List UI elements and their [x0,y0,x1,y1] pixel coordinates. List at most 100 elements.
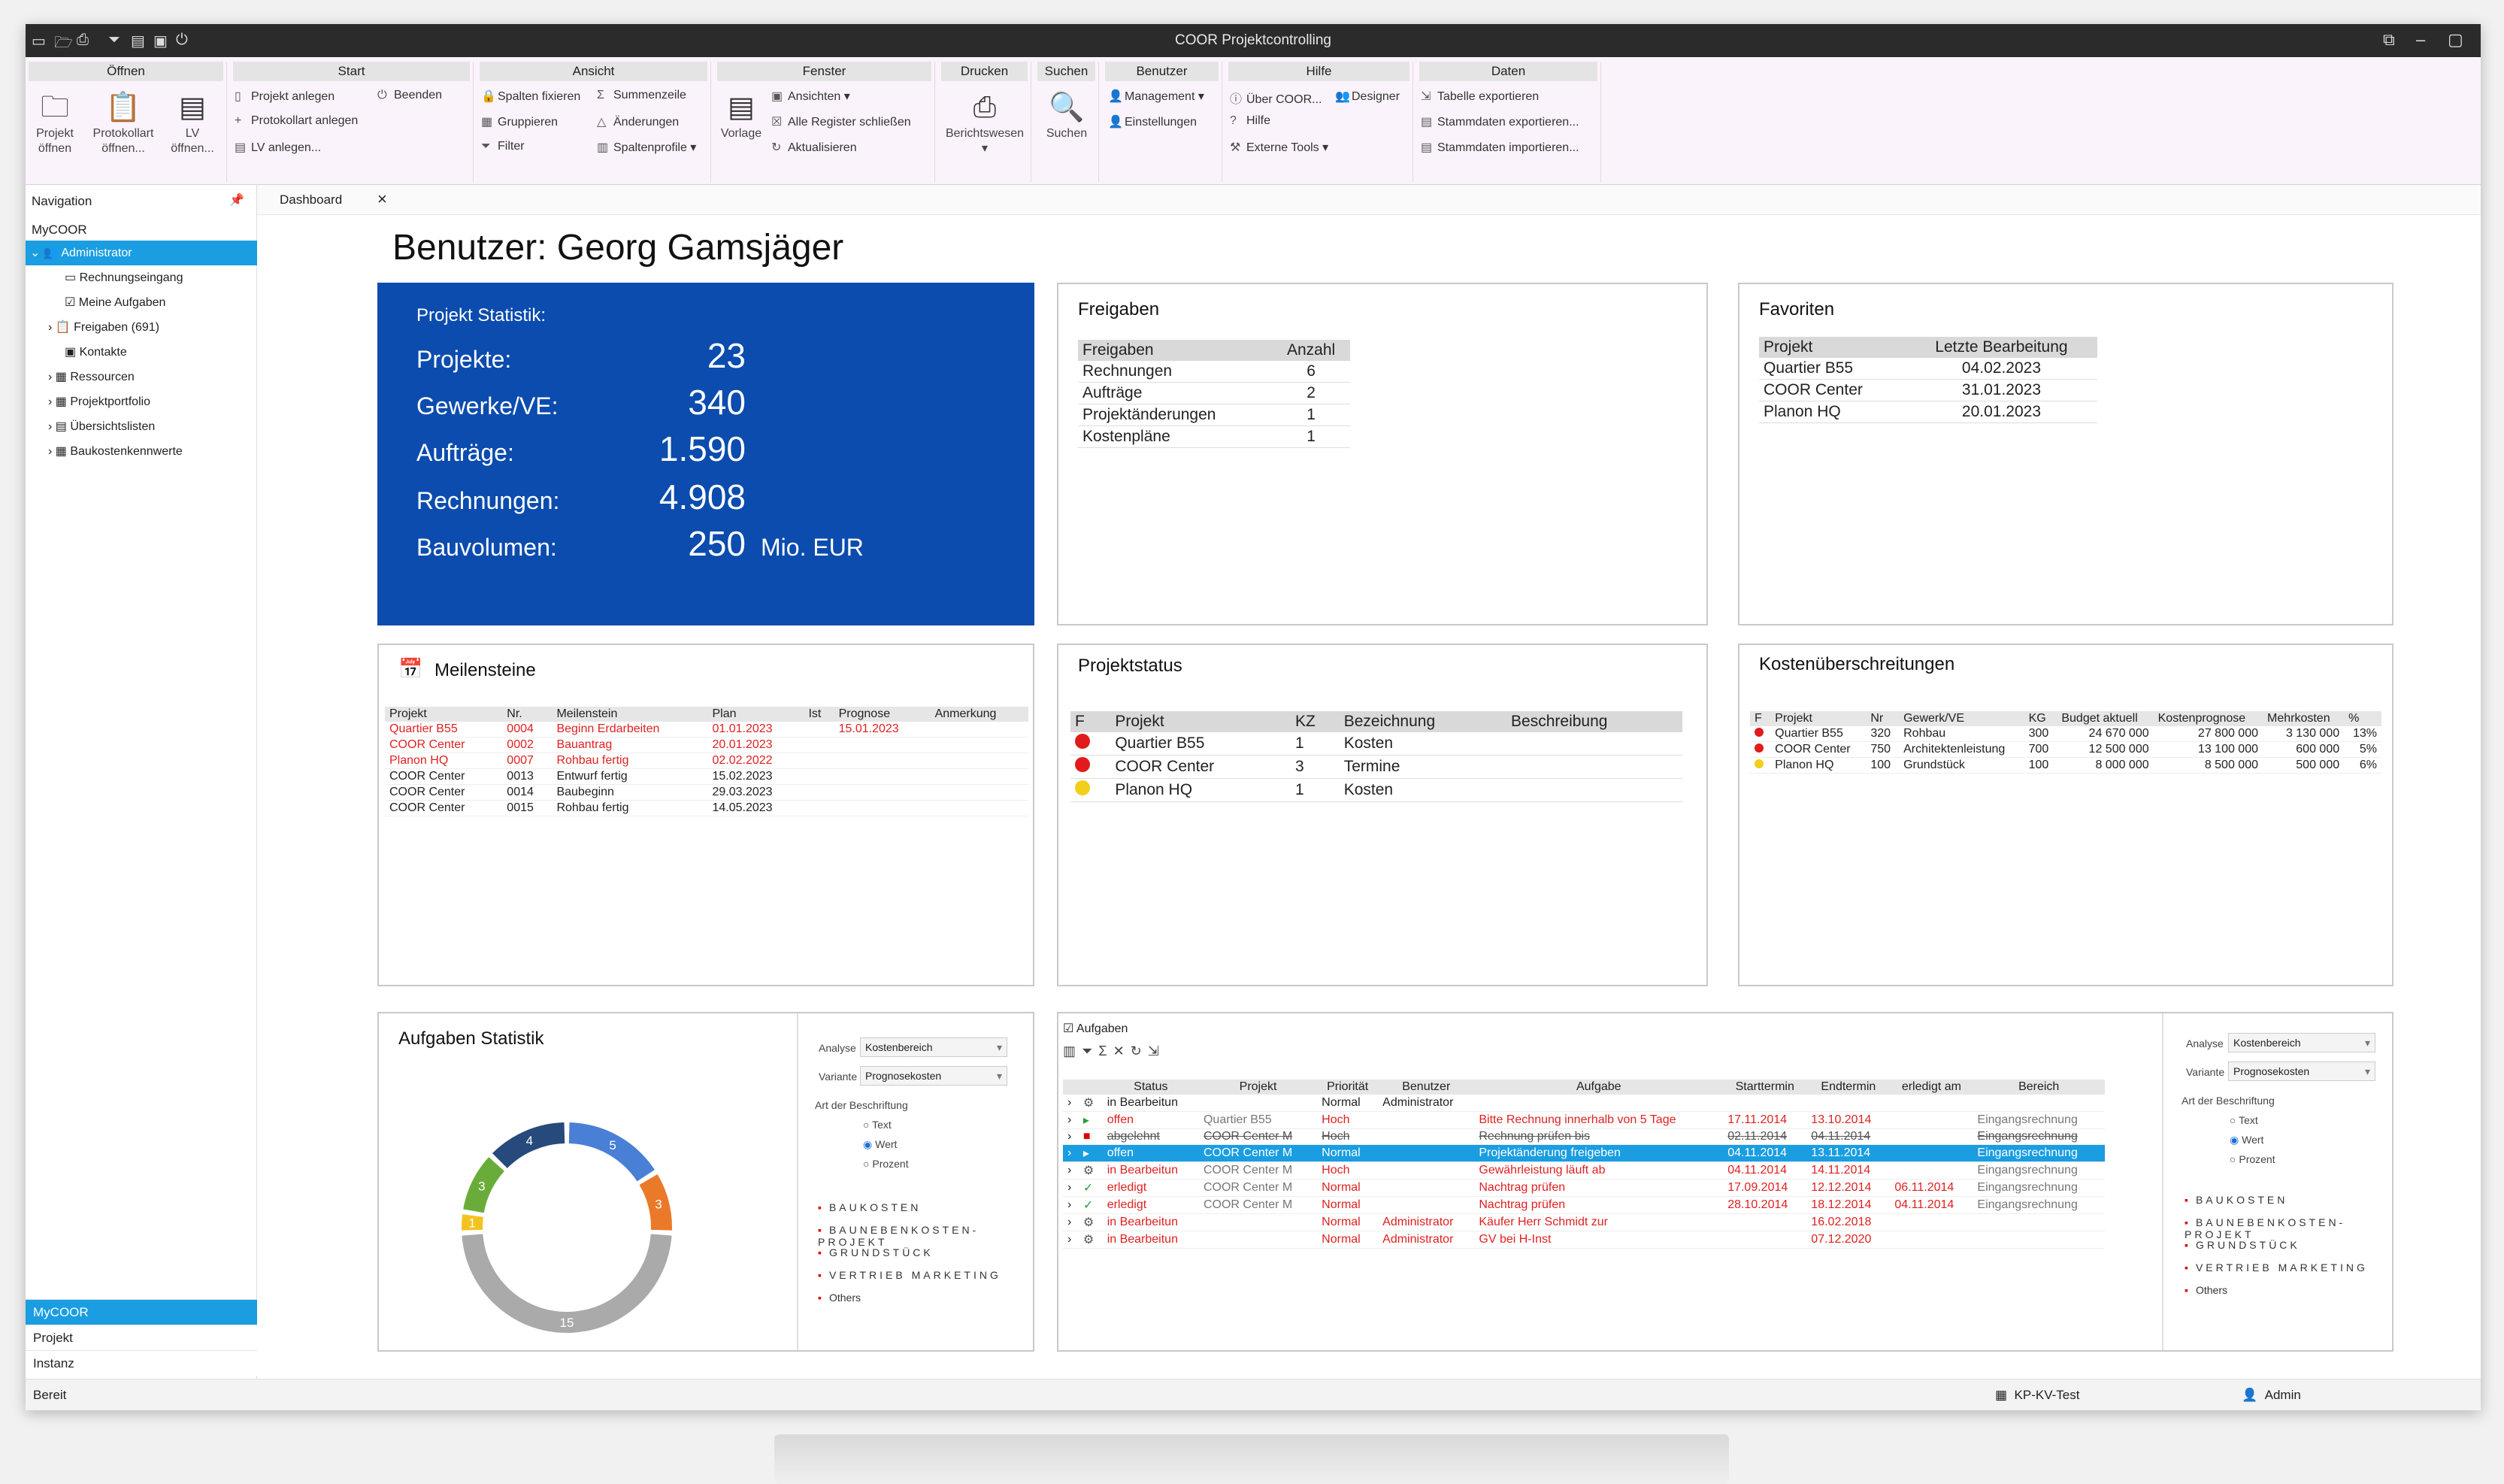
donut-slice[interactable] [463,1157,504,1213]
legend-item[interactable]: ▪ BAUKOSTEN [818,1201,922,1213]
radio-text[interactable]: ○ Text [2230,1114,2258,1126]
analyse-select[interactable]: Kostenbereich [860,1037,1007,1057]
legend-item[interactable]: ▪ GRUNDSTÜCK [2185,1239,2300,1251]
freeze-columns-button[interactable]: 🔒 Spalten fixieren [481,90,581,103]
project-create-button[interactable]: ▯ Projekt anlegen [235,90,335,103]
table-row[interactable]: › ▸ offen Quartier B55 Hoch Bitte Rechnung in… [1063,1111,2105,1129]
management-button[interactable]: 👤 Management ▾ [1108,90,1204,103]
changes-button[interactable]: △ Änderungen [597,116,680,129]
print-icon[interactable]: ⎙ [77,32,89,48]
columns-icon[interactable]: ▥ [1063,1043,1082,1058]
refresh-icon[interactable]: ↻ [1130,1043,1148,1058]
nav-item-meine-aufgaben[interactable]: ☑ Meine Aufgaben [65,296,166,309]
aufgaben-variante-select[interactable]: Prognosekosten [2228,1062,2375,1081]
table-row[interactable]: › ⚙ in Bearbeitun Normal Administrator GV bei… [1063,1231,2105,1249]
nav-item-projektportfolio[interactable]: › ▦ Projektportfolio [48,395,151,408]
table-row[interactable]: Quartier B55 1 Kosten [1070,732,1682,756]
nav-item-baukostenkennwerte[interactable]: › ▦ Baukostenkennwerte [48,445,183,458]
legend-item[interactable]: ▪ BAUNEBENKOSTEN-PROJEKT [2185,1216,2346,1240]
masterdata-export-button[interactable]: ▤ Stammdaten exportieren... [1421,116,1579,129]
nav-item-ressourcen[interactable]: › ▦ Ressourcen [48,371,135,383]
lv-create-button[interactable]: ▤ LV anlegen... [235,141,322,154]
table-row[interactable]: › ✓ erledigt COOR Center M Normal Nachtrag pr… [1063,1179,2105,1197]
donut-slice[interactable] [462,1234,672,1333]
nav-item-administrator[interactable]: ⌄ 👥 Administrator [26,241,257,265]
help-button[interactable]: ? Hilfe [1230,114,1271,127]
designer-button[interactable]: 👥 Designer [1335,90,1400,103]
donut-slice[interactable] [568,1122,655,1182]
splitter[interactable] [2162,1013,2163,1350]
radio-wert[interactable]: ◉ Wert [2230,1134,2264,1146]
close-all-tabs-button[interactable]: ☒ Alle Register schließen [771,116,911,129]
group-button[interactable]: ▦ Gruppieren [481,116,559,129]
table-export-button[interactable]: ⇲ Tabelle exportieren [1421,90,1540,103]
table-row[interactable]: COOR Center 31.01.2023 [1759,379,2097,401]
project-open-button[interactable]: 🗀 Projekt öffnen [29,89,81,156]
legend-item[interactable]: ▪ GRUNDSTÜCK [818,1246,934,1258]
view-icon[interactable]: ▣ [153,33,168,50]
template-button[interactable]: ▤ Vorlage [717,89,765,141]
table-row[interactable]: › ⚙ in Bearbeitun Normal Administrator [1063,1095,2105,1112]
legend-item[interactable]: ▪ Others [2185,1284,2227,1296]
table-row[interactable]: Planon HQ 100 Grundstück 100 8 000 000 8 500 … [1750,757,2381,774]
column-profiles-button[interactable]: ▥ Spaltenprofile ▾ [597,141,697,154]
radio-text[interactable]: ○ Text [863,1119,892,1131]
reports-button[interactable]: ⎙ Berichtswesen ▾ [941,89,1028,156]
table-row[interactable]: Planon HQ 0007 Rohbau fertig 02.02.2022 [385,753,1028,769]
table-row[interactable]: › ▸ offen COOR Center M Normal Projektänderun… [1063,1144,2105,1162]
table-row[interactable]: Rechnungen 6 [1078,361,1350,383]
sigma-icon[interactable]: Σ [1098,1043,1113,1058]
clear-icon[interactable]: ✕ [1113,1043,1131,1058]
table-row[interactable]: Planon HQ 20.01.2023 [1759,401,2097,423]
close-icon[interactable]: × [377,189,387,208]
sum-row-button[interactable]: Σ Summenzeile [597,89,686,101]
table-row[interactable]: COOR Center 0014 Baubeginn 29.03.2023 [385,784,1028,801]
nav-section-instanz[interactable]: Instanz [26,1350,257,1376]
minimize-icon[interactable]: – [2416,30,2426,49]
table-row[interactable]: COOR Center 0015 Rohbau fertig 14.05.2023 [385,800,1028,816]
protocol-open-button[interactable]: 📋 Protokollart öffnen... [86,89,161,156]
table-row[interactable]: Aufträge 2 [1078,382,1350,404]
exit-button[interactable]: ⏻ Beenden [377,89,443,101]
table-row[interactable]: › ⚙ in Bearbeitun COOR Center M Hoch Gewährle… [1063,1161,2105,1180]
nav-item-uebersichtslisten[interactable]: › ▤ Übersichtslisten [48,420,156,433]
open-folder-icon[interactable]: 🗁 [54,35,73,51]
nav-item-rechnungseingang[interactable]: ▭ Rechnungseingang [65,271,183,284]
new-window-icon[interactable]: ▭ [32,33,46,50]
power-icon[interactable]: ⏻ [176,32,188,48]
table-row[interactable]: COOR Center 750 Architektenleistung 700 12 5… [1750,741,2381,758]
aufgaben-analyse-select[interactable]: Kostenbereich [2228,1033,2375,1052]
variante-select[interactable]: Prognosekosten [860,1066,1007,1086]
external-tools-button[interactable]: ⚒ Externe Tools ▾ [1230,141,1329,154]
table-row[interactable]: Planon HQ 1 Kosten [1070,778,1682,802]
legend-item[interactable]: ▪ Others [818,1292,861,1304]
donut-slice[interactable] [462,1214,483,1231]
table-row[interactable]: Quartier B55 320 Rohbau 300 24 670 000 27 800… [1750,726,2381,742]
pin-icon[interactable]: 📌 [229,194,244,207]
radio-wert[interactable]: ◉ Wert [863,1138,898,1150]
table-row[interactable]: COOR Center 0013 Entwurf fertig 15.02.2023 [385,768,1028,785]
legend-item[interactable]: ▪ BAUKOSTEN [2185,1194,2288,1206]
table-row[interactable]: › ⚙ in Bearbeitun Normal Administrator Käufer… [1063,1213,2105,1231]
search-button[interactable]: 🔍 Suchen [1037,89,1096,141]
filter-icon[interactable]: ⏷ [108,32,120,48]
about-button[interactable]: ⓘ Über COOR... [1230,89,1322,107]
export-icon[interactable]: ▤ [131,33,145,50]
nav-root[interactable]: MyCOOR [32,223,87,237]
table-row[interactable]: › ■ abgelehnt COOR Center M Hoch Rechnung prü… [1063,1128,2105,1145]
export-icon[interactable]: ⇲ [1147,1043,1165,1058]
lv-open-button[interactable]: ▤ LV öffnen... [164,89,221,156]
donut-slice[interactable] [639,1174,672,1231]
masterdata-import-button[interactable]: ▤ Stammdaten importieren... [1421,141,1579,154]
table-row[interactable]: Projektänderungen 1 [1078,404,1350,426]
table-row[interactable]: Kostenpläne 1 [1078,426,1350,448]
filter-button[interactable]: ⏷ Filter [481,140,525,153]
splitter[interactable] [797,1013,798,1350]
table-row[interactable]: COOR Center 0002 Bauantrag 20.01.2023 [385,737,1028,753]
radio-prozent[interactable]: ○ Prozent [2230,1153,2275,1165]
legend-item[interactable]: ▪ BAUNEBENKOSTEN-PROJEKT [818,1224,979,1248]
views-button[interactable]: ▣ Ansichten ▾ [771,90,850,103]
nav-section-mycoor[interactable]: MyCOOR [26,1299,257,1325]
restore-icon[interactable]: ⧉ [2383,30,2395,49]
tab-dashboard[interactable]: Dashboard [280,192,343,207]
